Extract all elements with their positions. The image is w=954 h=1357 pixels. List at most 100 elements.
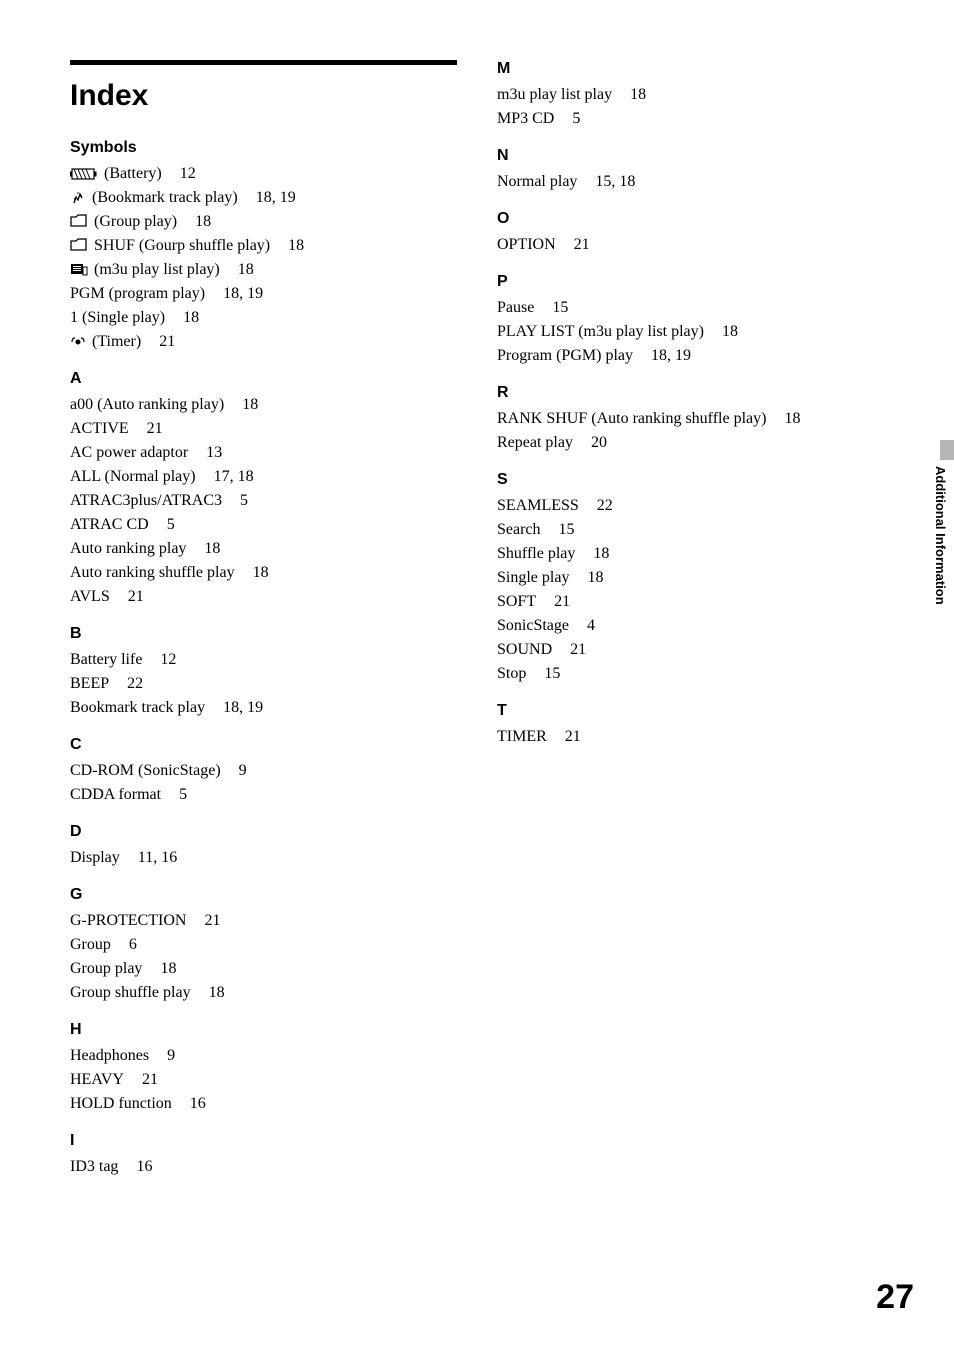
entry-label: Group play [70,960,142,977]
index-entry: Single play18 [497,566,884,590]
index-entry: Search15 [497,518,884,542]
index-entry: AC power adaptor13 [70,441,457,465]
entry-label: SEAMLESS [497,497,579,514]
entry-pages: 18, 19 [256,189,296,206]
section-heading: B [70,625,457,643]
section-heading: G [70,886,457,904]
title-rule [70,60,457,65]
entry-pages: 4 [587,617,595,634]
entry-pages: 9 [239,762,247,779]
entry-label: m3u play list play [497,86,612,103]
entry-pages: 15 [544,665,560,682]
index-entry: ALL (Normal play)17, 18 [70,465,457,489]
entry-label: SOUND [497,641,552,658]
entry-pages: 5 [167,516,175,533]
entry-label: ATRAC CD [70,516,149,533]
section-heading: D [70,823,457,841]
index-entry: Pause15 [497,296,884,320]
index-entry: ID3 tag16 [70,1155,457,1179]
entry-pages: 17, 18 [214,468,254,485]
index-entry: SOFT21 [497,590,884,614]
entry-pages: 18 [722,323,738,340]
side-tab: Additional Information [926,440,954,655]
index-entry: SHUF (Gourp shuffle play)18 [70,234,457,258]
entry-pages: 18 [195,213,211,230]
entry-label: 1 (Single play) [70,309,165,326]
entry-label: BEEP [70,675,109,692]
folder-icon [70,214,88,228]
entry-label: AVLS [70,588,110,605]
entry-pages: 21 [142,1071,158,1088]
section-heading: A [70,370,457,388]
entry-pages: 18, 19 [223,699,263,716]
entry-pages: 21 [204,912,220,929]
entry-pages: 22 [597,497,613,514]
entry-label: HOLD function [70,1095,172,1112]
entry-pages: 15, 18 [595,173,635,190]
entry-pages: 16 [190,1095,206,1112]
index-entry: Normal play15, 18 [497,170,884,194]
entry-label: ACTIVE [70,420,129,437]
entry-pages: 5 [572,110,580,127]
bookmark-icon [70,190,86,204]
index-entry: MP3 CD5 [497,107,884,131]
index-entry: HOLD function 16 [70,1092,457,1116]
index-entry: OPTION21 [497,233,884,257]
entry-pages: 18 [183,309,199,326]
index-entry: CDDA format5 [70,783,457,807]
index-entry: AVLS 21 [70,585,457,609]
entry-label: PGM (program play) [70,285,205,302]
left-sections: Symbols (Battery)12 (Bookmark track play… [70,139,457,1179]
entry-pages: 21 [128,588,144,605]
right-sections: Mm3u play list play18MP3 CD5NNormal play… [497,60,884,749]
entry-label: (Battery) [104,165,162,182]
index-entry: (Group play) 18 [70,210,457,234]
index-entry: RANK SHUF (Auto ranking shuffle play)18 [497,407,884,431]
section-heading: N [497,147,884,165]
section-heading: T [497,702,884,720]
page-title: Index [70,79,457,113]
entry-pages: 18 [209,984,225,1001]
entry-label: Bookmark track play [70,699,205,716]
entry-pages: 18 [784,410,800,427]
section-heading: R [497,384,884,402]
entry-label: Auto ranking play [70,540,186,557]
entry-label: (m3u play list play) [94,261,220,278]
entry-label: Group [70,936,111,953]
entry-label: TIMER [497,728,547,745]
entry-label: Search [497,521,541,538]
entry-label: SHUF (Gourp shuffle play) [94,237,270,254]
entry-label: Repeat play [497,434,573,451]
entry-label: (Group play) [94,213,177,230]
index-entry: 1 (Single play) 18 [70,306,457,330]
section-heading: S [497,471,884,489]
entry-pages: 18 [593,545,609,562]
index-entry: Battery life12 [70,648,457,672]
entry-pages: 21 [554,593,570,610]
entry-pages: 18 [238,261,254,278]
entry-label: Group shuffle play [70,984,191,1001]
index-entry: PGM (program play) 18, 19 [70,282,457,306]
entry-label: Stop [497,665,526,682]
index-entry: BEEP22 [70,672,457,696]
entry-pages: 21 [159,333,175,350]
entry-label: AC power adaptor [70,444,188,461]
entry-pages: 21 [147,420,163,437]
entry-pages: 20 [591,434,607,451]
index-entry: SonicStage 4 [497,614,884,638]
index-entry: Headphones9 [70,1044,457,1068]
entry-label: CD-ROM (SonicStage) [70,762,221,779]
index-entry: m3u play list play18 [497,83,884,107]
entry-label: OPTION [497,236,556,253]
index-entry: Group6 [70,933,457,957]
page-content: Index Symbols (Battery)12 (Bookmark trac… [0,0,954,1179]
index-entry: Shuffle play18 [497,542,884,566]
section-heading: I [70,1132,457,1150]
entry-label: SonicStage [497,617,569,634]
tab-marker [940,440,954,460]
entry-pages: 18, 19 [223,285,263,302]
entry-label: CDDA format [70,786,161,803]
entry-pages: 18, 19 [651,347,691,364]
section-heading: Symbols [70,139,457,157]
entry-label: Battery life [70,651,142,668]
